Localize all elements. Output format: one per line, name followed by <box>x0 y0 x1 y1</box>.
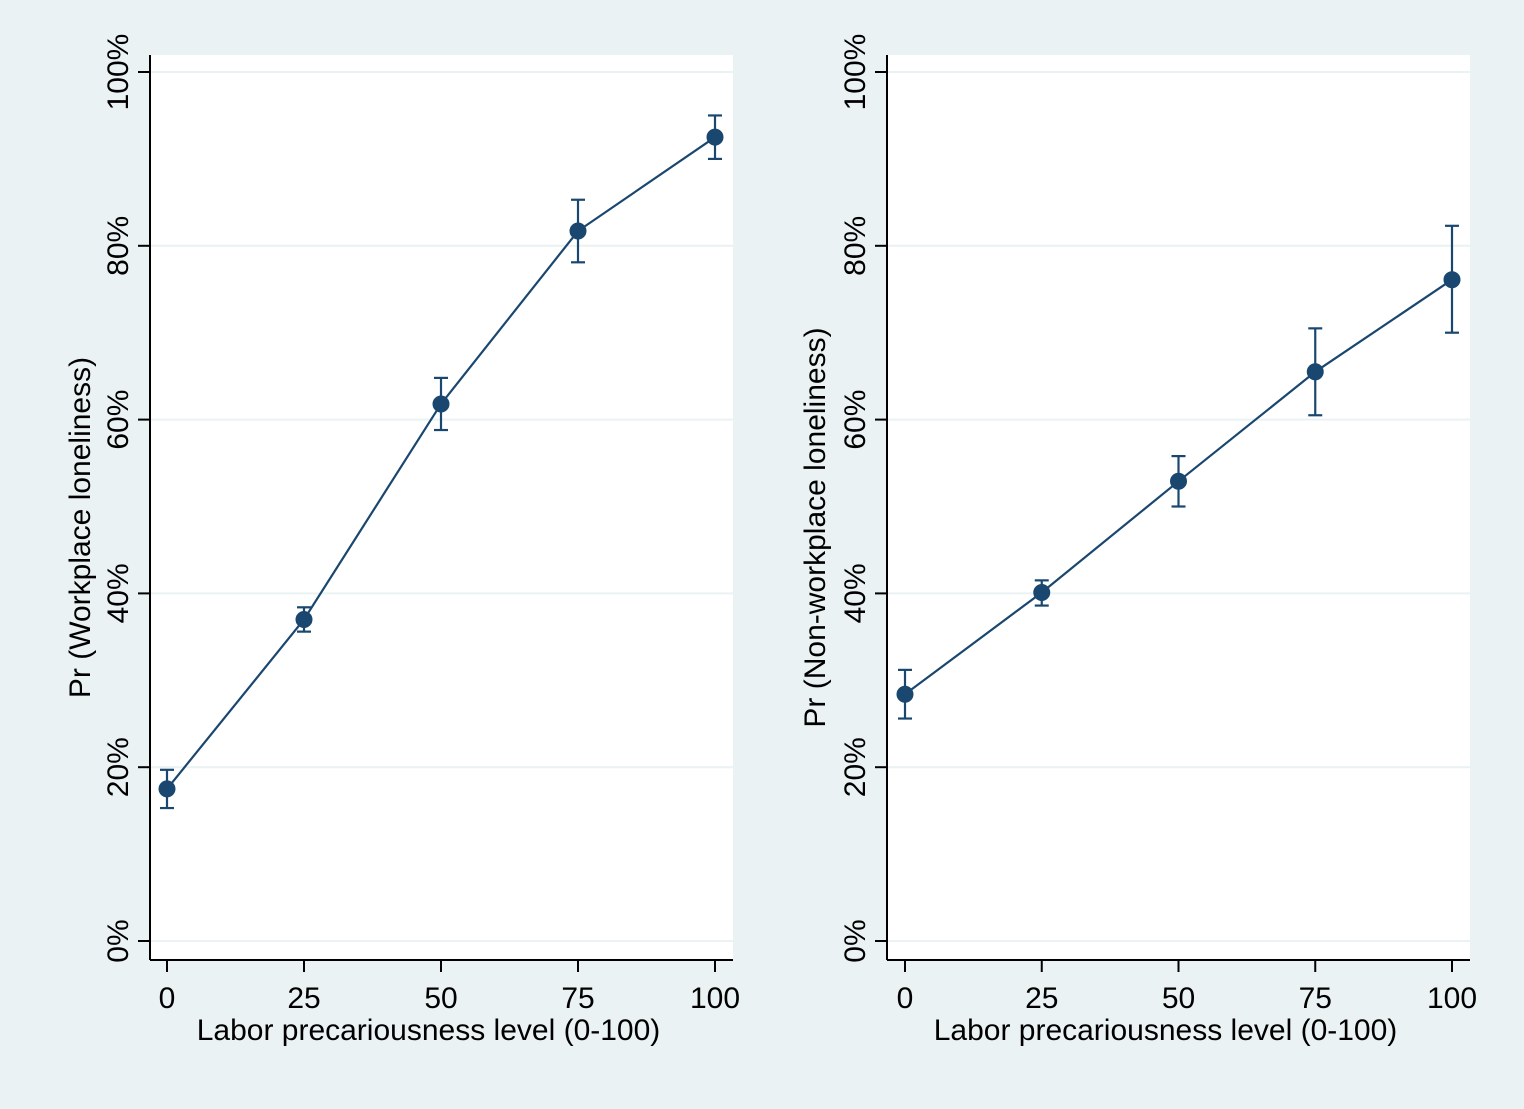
x-tick-label: 100 <box>1427 982 1477 1015</box>
data-point <box>1033 584 1051 602</box>
y-tick-label: 80% <box>839 216 872 276</box>
x-tick-label: 0 <box>159 982 176 1015</box>
x-tick-label: 25 <box>1025 982 1058 1015</box>
y-tick-label: 100% <box>839 34 872 111</box>
x-tick-label: 50 <box>424 982 457 1015</box>
x-tick-label: 50 <box>1162 982 1195 1015</box>
data-point <box>1306 363 1324 381</box>
y-tick-label: 40% <box>839 563 872 623</box>
data-point <box>432 395 450 413</box>
x-tick-label: 100 <box>690 982 740 1015</box>
data-point <box>569 222 587 240</box>
y-tick-label: 100% <box>102 34 135 111</box>
y-tick-label: 0% <box>102 919 135 962</box>
data-point <box>1443 271 1461 289</box>
x-tick-label: 75 <box>561 982 594 1015</box>
y-tick-label: 60% <box>102 390 135 450</box>
data-point <box>706 128 724 146</box>
data-point <box>896 685 914 703</box>
x-tick-label: 75 <box>1299 982 1332 1015</box>
x-axis-title: Labor precariousness level (0-100) <box>934 1014 1398 1047</box>
y-tick-label: 20% <box>839 737 872 797</box>
x-axis-title: Labor precariousness level (0-100) <box>197 1014 661 1047</box>
y-tick-label: 40% <box>102 563 135 623</box>
y-axis-title: Pr (Workplace loneliness) <box>64 357 97 698</box>
y-tick-label: 0% <box>839 919 872 962</box>
data-point <box>1170 472 1187 490</box>
y-tick-label: 60% <box>839 390 872 450</box>
data-point <box>158 780 176 798</box>
left-panel-workplace-loneliness: 0% 20% 40% 60% 80% 100% 0 25 50 75 100 Labor precar… <box>64 34 740 1047</box>
plot-area <box>150 55 733 960</box>
right-panel-non-workplace-loneliness: 0% 20% 40% 60% 80% 100% 0 25 50 75 100 Labor precar… <box>799 34 1477 1047</box>
y-tick-label: 20% <box>102 737 135 797</box>
x-tick-label: 0 <box>897 982 914 1015</box>
y-tick-label: 80% <box>102 216 135 276</box>
data-point <box>295 610 313 628</box>
y-axis-title: Pr (Non-workplace loneliness) <box>799 327 832 727</box>
x-tick-label: 25 <box>287 982 320 1015</box>
